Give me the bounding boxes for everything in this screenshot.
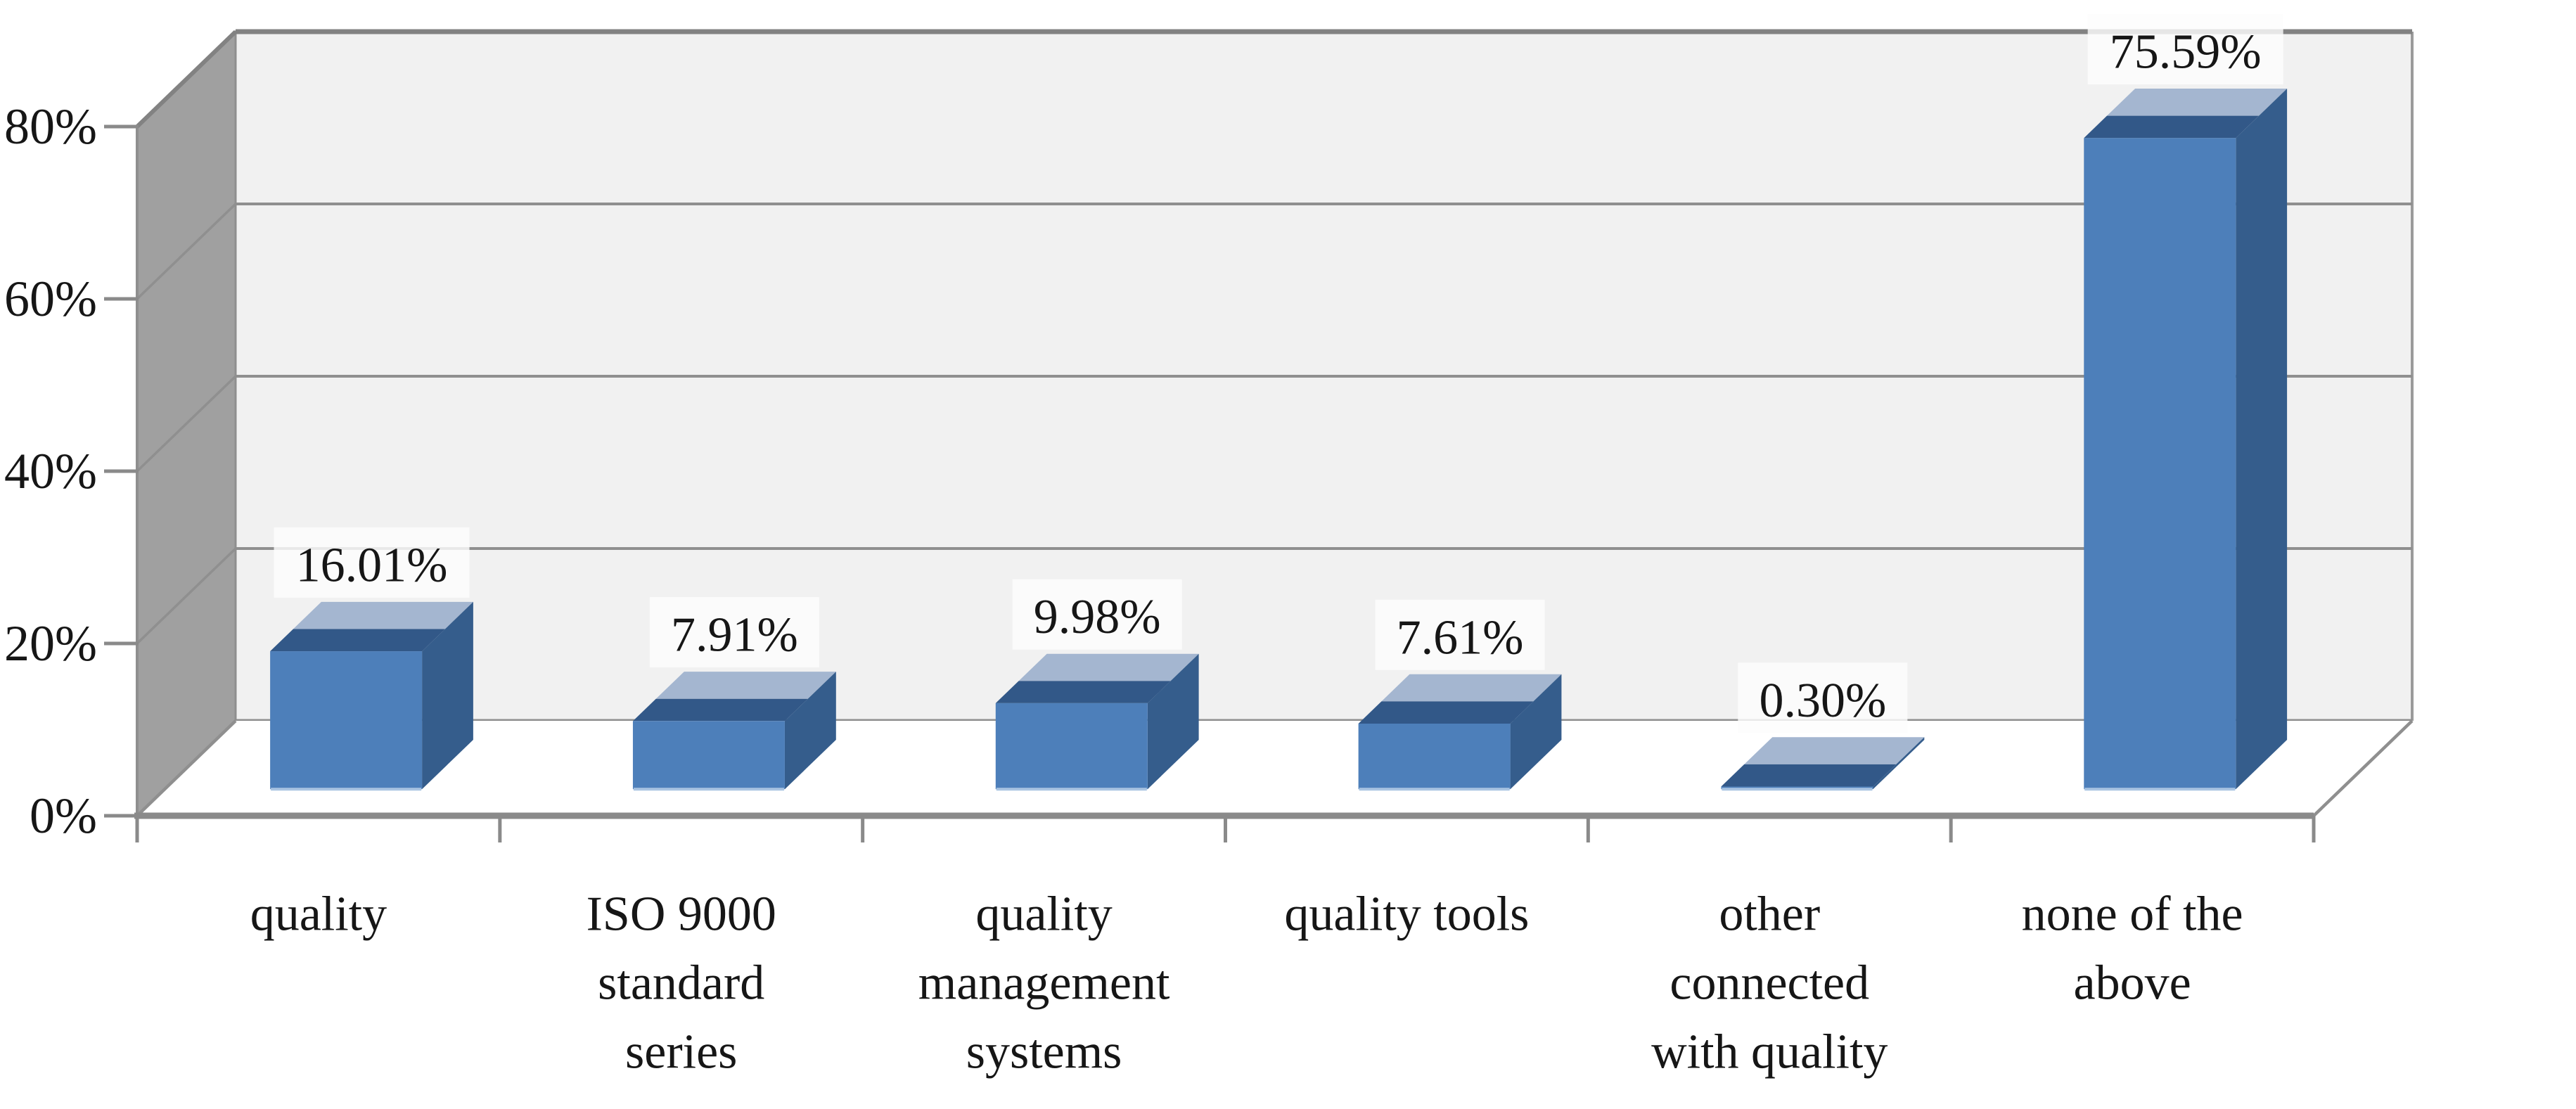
data-label-background	[1012, 579, 1182, 650]
wall-gridline-diagonal	[136, 375, 237, 473]
data-label-background	[1375, 599, 1545, 670]
category-axis-label: systems	[966, 1025, 1122, 1079]
bar-top-front-face	[995, 681, 1171, 703]
axes	[104, 124, 2316, 842]
bar	[270, 601, 473, 791]
category-axis-label: quality	[250, 887, 387, 942]
bar-side-face	[1510, 674, 1562, 790]
data-label-background	[274, 527, 470, 598]
bar-top-front-face	[633, 698, 808, 722]
value-axis-label: 60%	[4, 271, 97, 327]
value-axis-labels: 0% 20% 40% 60% 80%	[4, 98, 97, 844]
bar	[632, 672, 836, 791]
bar-side-face	[1147, 653, 1199, 790]
value-axis-label: 0%	[30, 788, 97, 844]
data-label: 7.61%	[1397, 610, 1524, 665]
bar-top-front-face	[2084, 115, 2259, 139]
data-label-background	[1738, 662, 1908, 733]
category-axis-label: quality tools	[1284, 887, 1529, 942]
bar-side-face	[785, 672, 836, 790]
bar	[2084, 89, 2288, 791]
walls	[136, 29, 2414, 819]
bar-top-back-face	[1744, 737, 1925, 764]
bar-front-face	[1358, 723, 1511, 790]
floor-surface	[137, 721, 2412, 816]
bar-top-front-face	[1358, 701, 1534, 724]
bar-front-face	[2084, 138, 2236, 790]
wall-gridline-diagonal	[136, 547, 237, 645]
value-axis-label: 80%	[4, 98, 97, 155]
bar-top-front-face	[270, 629, 445, 652]
bar-side-face	[2236, 89, 2288, 790]
bar-top-back-face	[1018, 653, 1199, 681]
data-labels: 16.01% 7.91% 9.98% 7.61% 0.30% 75.59%	[274, 14, 2283, 733]
category-axis-label: series	[625, 1025, 737, 1079]
value-axis-label: 40%	[4, 443, 97, 499]
bar-side-face	[1873, 737, 1925, 790]
data-label-background	[2087, 14, 2283, 85]
data-label: 16.01%	[296, 538, 448, 592]
bar-top-back-face	[2107, 89, 2288, 116]
bar-front-face	[270, 651, 423, 790]
category-axis-label: with quality	[1651, 1025, 1888, 1079]
bar	[1358, 674, 1562, 791]
bar-top-back-face	[1381, 674, 1562, 702]
data-label-background	[649, 597, 819, 668]
category-axis-label: management	[918, 956, 1170, 1011]
bar-side-face	[422, 601, 473, 790]
category-axis-labels: quality ISO 9000 standard series quality mana…	[250, 887, 2243, 1079]
bar	[1721, 737, 1925, 791]
data-label: 0.30%	[1759, 674, 1886, 728]
category-axis-label: quality	[975, 887, 1112, 942]
value-axis-label: 20%	[4, 615, 97, 672]
floor-right-edge	[2312, 719, 2414, 817]
category-axis-label: connected	[1670, 956, 1869, 1011]
data-label: 7.91%	[671, 608, 798, 662]
category-axis-label: other	[1719, 887, 1820, 942]
bar-top-back-face	[655, 672, 836, 699]
floor	[136, 719, 2414, 817]
bars	[270, 89, 2288, 791]
category-axis-label: standard	[598, 956, 764, 1011]
bar-top-front-face	[1721, 764, 1897, 787]
bar	[995, 653, 1199, 791]
category-axis-label: none of the	[2022, 887, 2243, 942]
floor-left-edge	[136, 719, 237, 817]
category-axis-label: above	[2074, 956, 2191, 1011]
bar-front-face	[995, 703, 1148, 790]
category-axis-label: ISO 9000	[587, 887, 776, 942]
left-wall-top-edge	[135, 30, 238, 129]
bar-top-back-face	[293, 601, 473, 629]
bar-front-face	[632, 721, 785, 790]
data-label: 9.98%	[1034, 590, 1161, 644]
data-label: 75.59%	[2110, 25, 2262, 79]
wall-gridline-diagonal	[136, 203, 237, 300]
